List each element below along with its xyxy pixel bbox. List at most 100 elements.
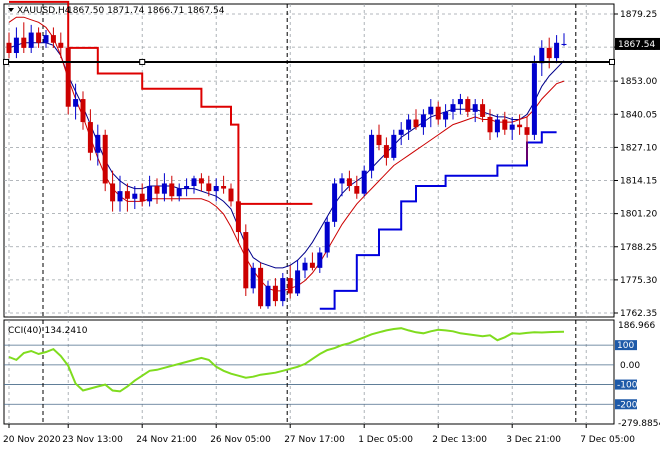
cci-axis: 186.966 100 0.00 -100 -200 -279.8854 — [615, 321, 660, 429]
candle — [561, 33, 567, 47]
price-tick-label: 1762.35 — [620, 309, 657, 319]
red-step-line — [9, 0, 313, 205]
cci-path — [8, 327, 565, 393]
candle-body — [480, 104, 486, 117]
candle — [50, 27, 56, 48]
cci-max-label: 186.966 — [618, 321, 655, 331]
candle — [435, 101, 441, 125]
candle — [154, 178, 160, 204]
time-tick-label: 7 Dec 05:00 — [580, 435, 635, 445]
candle — [110, 170, 116, 212]
candle-body — [457, 99, 463, 105]
candle — [369, 129, 375, 179]
candle — [272, 278, 278, 307]
candle — [87, 109, 93, 161]
candle-body — [517, 124, 523, 128]
current-price-tag — [615, 37, 660, 50]
candle — [420, 109, 426, 135]
candle — [139, 183, 145, 207]
candle-body — [191, 178, 197, 187]
candle-body — [221, 186, 227, 189]
price-tick-label: 1801.20 — [620, 210, 657, 220]
moving-averages — [8, 16, 565, 292]
candle-body — [124, 191, 130, 199]
candle-body — [132, 193, 138, 199]
time-tick-label: 27 Nov 17:00 — [284, 435, 345, 445]
candle — [147, 175, 153, 207]
candle — [509, 116, 515, 140]
line-anchor-handle — [139, 58, 146, 65]
candle-body — [435, 106, 441, 120]
candle-body — [420, 114, 426, 128]
candle-body — [494, 119, 500, 133]
candle — [221, 175, 227, 194]
candle — [258, 262, 264, 309]
candle-body — [228, 188, 234, 202]
price-tick-label: 1853.00 — [620, 77, 657, 87]
horizontal-line[interactable] — [3, 58, 615, 65]
candle — [102, 129, 108, 192]
candle — [28, 24, 34, 54]
cci-min-label: -279.8854 — [618, 419, 660, 429]
cci-level-tag — [615, 399, 637, 410]
fast-ma-line — [8, 42, 565, 269]
candle-body — [243, 232, 249, 289]
candle — [132, 186, 138, 210]
candle-body — [465, 99, 471, 112]
candle-body — [554, 42, 560, 59]
candle-body — [472, 104, 478, 112]
time-tick-label: 24 Nov 21:00 — [136, 435, 197, 445]
cci-level-label: 100 — [617, 341, 634, 351]
price-tick-label: 1775.30 — [620, 276, 657, 286]
price-tick-label: 1879.25 — [620, 10, 657, 20]
candle-body — [13, 37, 19, 54]
time-tick-label: 1 Dec 05:00 — [358, 435, 413, 445]
candle — [6, 32, 12, 59]
collapse-triangle-icon[interactable] — [8, 8, 14, 12]
candle — [206, 175, 212, 197]
time-tick-label: 3 Dec 21:00 — [506, 435, 561, 445]
candle-body — [73, 99, 79, 107]
candle — [465, 96, 471, 117]
time-tick-label: 20 Nov 2020 — [3, 435, 61, 445]
candle — [346, 170, 352, 192]
candle — [317, 247, 323, 273]
indicator-pane — [3, 319, 615, 425]
price-tick-label: 1840.05 — [620, 110, 657, 120]
candle-body — [87, 122, 93, 153]
candle-body — [398, 129, 404, 135]
candle — [450, 99, 456, 120]
line-anchor-handle — [3, 58, 9, 65]
candle — [517, 114, 523, 135]
candle-body — [95, 134, 101, 153]
candle-body — [531, 63, 537, 135]
candle — [502, 111, 508, 135]
candle — [332, 178, 338, 227]
candle — [406, 114, 412, 140]
cci-level-label: -200 — [617, 400, 638, 410]
candle — [487, 109, 493, 140]
candle — [554, 35, 560, 64]
candle-body — [332, 183, 338, 222]
candle-body — [287, 278, 293, 294]
candle — [43, 29, 49, 48]
candle-body — [524, 127, 530, 135]
candle-body — [354, 186, 360, 194]
candle — [235, 191, 241, 243]
candle-body — [361, 170, 367, 194]
candle — [73, 83, 79, 120]
candle-body — [65, 47, 71, 107]
candle — [65, 45, 71, 115]
candle-body — [272, 285, 278, 302]
candle-body — [6, 42, 12, 54]
line-anchor-handle — [609, 58, 615, 65]
candle-body — [147, 186, 153, 202]
candle — [117, 175, 123, 212]
candle-body — [139, 193, 145, 202]
time-tick-label: 23 Nov 13:00 — [62, 435, 123, 445]
cci-level-tag — [615, 379, 637, 390]
candle-body — [36, 32, 42, 43]
candle — [391, 129, 397, 161]
time-tick-label: 26 Nov 05:00 — [210, 435, 271, 445]
